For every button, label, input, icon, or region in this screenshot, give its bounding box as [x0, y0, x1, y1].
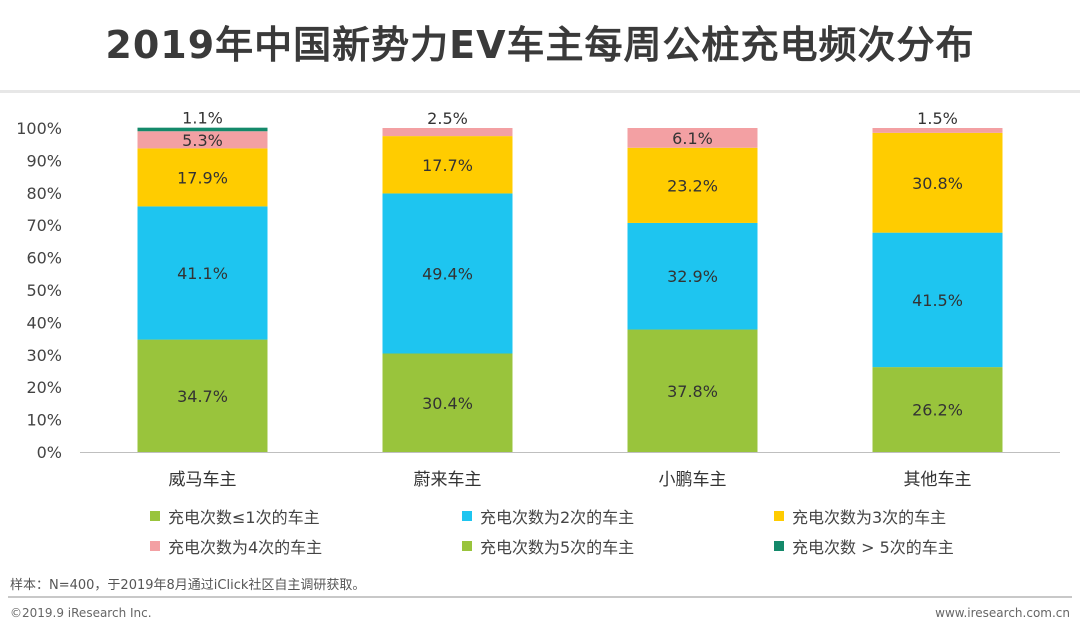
legend-label: 充电次数为4次的车主 — [168, 538, 323, 557]
legend-item-3: 充电次数为3次的车主 — [774, 506, 1050, 527]
data-label: 32.9% — [667, 267, 718, 286]
data-label: 26.2% — [912, 401, 963, 420]
data-label: 41.5% — [912, 291, 963, 310]
bar-segment — [382, 353, 513, 452]
legend: 充电次数≤1次的车主 充电次数为2次的车主 充电次数为3次的车主 充电次数为4次… — [150, 506, 1050, 557]
x-tick-label: 蔚来车主 — [414, 470, 482, 490]
y-tick-label: 30% — [26, 346, 62, 365]
data-label: 6.1% — [672, 129, 713, 148]
y-tick-label: 90% — [26, 151, 62, 170]
y-tick-label: 50% — [26, 281, 62, 300]
legend-label: 充电次数为5次的车主 — [480, 538, 635, 557]
y-tick-label: 10% — [26, 411, 62, 430]
y-tick-label: 40% — [26, 313, 62, 332]
legend-swatch — [462, 511, 472, 521]
data-label: 5.3% — [182, 131, 223, 150]
bar-segment — [627, 147, 758, 223]
legend-swatch — [774, 511, 784, 521]
legend-swatch — [774, 541, 784, 551]
bar-segment — [872, 232, 1003, 368]
data-label: 34.7% — [177, 387, 228, 406]
data-label: 49.4% — [422, 264, 473, 283]
legend-item-le1: 充电次数≤1次的车主 — [150, 506, 462, 527]
x-tick-label: 其他车主 — [904, 470, 972, 490]
chart-title: 2019年中国新势力EV车主每周公桩充电频次分布 — [105, 23, 975, 67]
bar-segment — [872, 128, 1003, 133]
legend-item-gt5: 充电次数 > 5次的车主 — [774, 536, 1050, 557]
y-tick-label: 60% — [26, 249, 62, 268]
legend-swatch — [150, 511, 160, 521]
bar-segment — [382, 193, 513, 354]
data-label: 2.5% — [427, 109, 468, 128]
legend-label: 充电次数为3次的车主 — [792, 508, 947, 527]
x-tick-label: 威马车主 — [169, 470, 237, 490]
legend-item-5: 充电次数为5次的车主 — [462, 536, 774, 557]
y-tick-label: 70% — [26, 216, 62, 235]
bar-segment — [382, 136, 513, 194]
title-divider — [0, 90, 1080, 93]
copyright: ©2019.9 iResearch Inc. — [10, 606, 152, 620]
y-tick-label: 100% — [16, 119, 62, 138]
legend-label: 充电次数≤1次的车主 — [168, 508, 320, 527]
legend-swatch — [462, 541, 472, 551]
footer-divider — [8, 596, 1072, 598]
data-label: 1.5% — [917, 109, 958, 128]
y-tick-label: 20% — [26, 378, 62, 397]
bar-segment — [872, 132, 1003, 233]
bar-segment — [137, 206, 268, 340]
bar-segment — [627, 222, 758, 330]
data-label: 30.4% — [422, 394, 473, 413]
bar-segment — [382, 128, 513, 137]
sample-footnote: 样本：N=400，于2019年8月通过iClick社区自主调研获取。 — [10, 578, 366, 593]
legend-label: 充电次数为2次的车主 — [480, 508, 635, 527]
bar-segment — [627, 128, 758, 148]
bar-segment — [872, 367, 1003, 452]
y-tick-label: 0% — [37, 443, 62, 462]
data-label: 30.8% — [912, 174, 963, 193]
y-tick-label: 80% — [26, 184, 62, 203]
data-label: 37.8% — [667, 382, 718, 401]
data-label: 1.1% — [182, 109, 223, 128]
data-label: 17.7% — [422, 156, 473, 175]
stacked-bar-chart: 0% 10% 20% 30% 40% 50% 60% 70% 80% 90% 100% 34.7% 41… — [16, 109, 1060, 490]
bar-segment — [137, 148, 268, 207]
legend-swatch — [150, 541, 160, 551]
legend-item-4: 充电次数为4次的车主 — [150, 536, 462, 557]
bar-segment — [137, 339, 268, 452]
bar-segment — [137, 127, 268, 132]
data-label: 17.9% — [177, 168, 228, 187]
data-label: 41.1% — [177, 264, 228, 283]
legend-label: 充电次数 > 5次的车主 — [792, 538, 954, 557]
bar-segment — [137, 131, 268, 149]
bar-segment — [627, 329, 758, 452]
website-link[interactable]: www.iresearch.com.cn — [935, 606, 1070, 620]
data-label: 23.2% — [667, 176, 718, 195]
x-tick-label: 小鹏车主 — [659, 470, 727, 490]
legend-item-2: 充电次数为2次的车主 — [462, 506, 774, 527]
